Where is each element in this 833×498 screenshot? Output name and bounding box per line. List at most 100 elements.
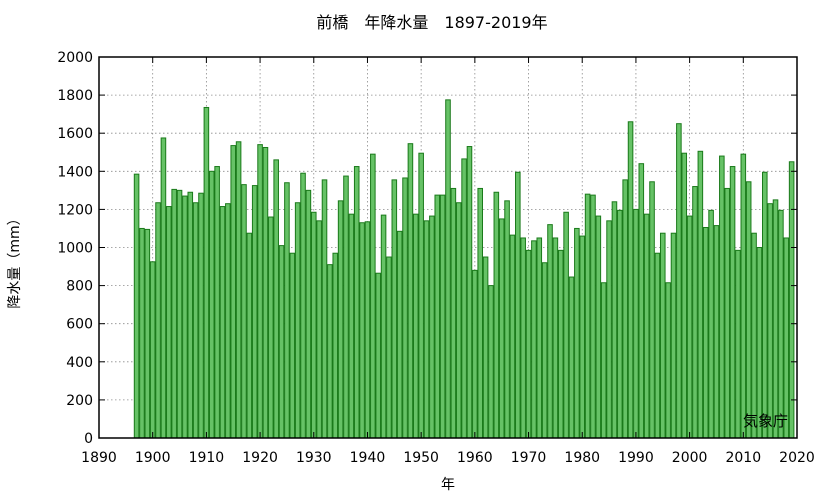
bar-1981 <box>584 193 591 439</box>
bar-1974 <box>547 224 553 439</box>
bar-2002 <box>697 150 704 439</box>
bar-1943 <box>380 214 387 439</box>
bar-1906 <box>182 195 188 439</box>
x-tick-label: 1890 <box>81 450 117 466</box>
bar-1929 <box>305 189 312 439</box>
bar-1899 <box>144 228 151 439</box>
x-tick-label: 2010 <box>725 450 761 466</box>
bar-2013 <box>756 247 763 439</box>
bar-1927 <box>294 202 301 439</box>
bar-1918 <box>246 232 253 439</box>
bar-1998 <box>676 123 682 439</box>
bar-1914 <box>225 203 231 439</box>
bar-1925 <box>284 182 290 439</box>
bar-1935 <box>337 200 344 439</box>
bar-1915 <box>230 145 237 439</box>
bar-1978 <box>568 276 575 439</box>
bar-1953 <box>434 194 441 439</box>
bar-1941 <box>370 153 376 439</box>
bar-1928 <box>300 172 306 439</box>
bar-1985 <box>606 220 612 439</box>
bar-1964 <box>493 191 500 439</box>
bar-2010 <box>740 153 747 439</box>
bar-1961 <box>477 187 483 439</box>
bar-2011 <box>745 181 752 439</box>
bar-2005 <box>713 225 720 439</box>
x-tick-label: 1940 <box>350 450 386 466</box>
bar-2014 <box>762 171 768 439</box>
bar-1967 <box>509 234 516 439</box>
bar-1897 <box>133 173 140 439</box>
bar-2012 <box>751 232 757 439</box>
y-tick-label: 1000 <box>57 241 93 257</box>
y-tick-label: 1600 <box>57 126 93 142</box>
bar-1999 <box>681 152 688 439</box>
bar-1997 <box>670 232 677 439</box>
bar-1902 <box>160 137 167 439</box>
y-tick-labels: 0 200 400 600 800 1000 1200 1400 1600 1800 2000 <box>57 50 93 447</box>
bar-1920 <box>257 144 263 439</box>
bar-1982 <box>590 194 596 439</box>
bar-1971 <box>531 240 537 439</box>
bar-1926 <box>289 252 296 439</box>
bar-1946 <box>396 230 403 439</box>
y-tick-label: 1800 <box>57 88 93 104</box>
bar-1980 <box>579 235 586 439</box>
bar-1963 <box>488 285 494 439</box>
bar-1950 <box>418 152 424 439</box>
bar-1944 <box>386 256 392 439</box>
bar-1916 <box>235 141 242 439</box>
bar-1954 <box>439 194 446 439</box>
x-tick-label: 1970 <box>511 450 547 466</box>
bar-1945 <box>391 179 398 439</box>
bar-1936 <box>343 175 349 439</box>
bar-1960 <box>472 269 478 439</box>
bar-1901 <box>155 202 161 439</box>
bar-1984 <box>600 282 607 439</box>
bar-1910 <box>203 106 210 439</box>
x-tick-label: 1960 <box>457 450 493 466</box>
x-tick-label: 1990 <box>618 450 654 466</box>
y-tick-label: 1200 <box>57 202 93 218</box>
x-tick-label: 1910 <box>189 450 225 466</box>
bar-1923 <box>273 159 279 439</box>
bar-2001 <box>692 186 698 439</box>
bar-1913 <box>219 206 226 439</box>
bar-1957 <box>455 202 462 439</box>
bar-1979 <box>574 227 580 439</box>
bar-1903 <box>166 206 172 439</box>
bar-2006 <box>719 155 725 439</box>
bar-1932 <box>321 179 328 439</box>
bar-2004 <box>708 209 714 439</box>
bar-1904 <box>171 188 177 439</box>
y-tick-label: 1400 <box>57 164 93 180</box>
bar-1917 <box>241 184 247 439</box>
bar-1898 <box>139 227 145 439</box>
bar-2009 <box>735 249 741 439</box>
bar-2017 <box>778 209 784 439</box>
bar-1968 <box>515 171 521 439</box>
bar-1900 <box>149 261 156 439</box>
bar-1955 <box>445 99 451 439</box>
bar-1970 <box>525 249 532 439</box>
y-axis-title: 降水量（mm） <box>7 211 23 308</box>
bar-1907 <box>187 191 194 439</box>
bar-1912 <box>214 166 220 439</box>
chart-title: 前橋 年降水量 1897-2019年 <box>316 13 547 32</box>
x-tick-label: 1920 <box>242 450 278 466</box>
bar-1988 <box>622 179 628 439</box>
bar-1949 <box>413 213 419 439</box>
x-tick-label: 1930 <box>296 450 332 466</box>
bar-1931 <box>316 220 322 439</box>
bar-1966 <box>504 200 510 439</box>
bar-1934 <box>332 252 339 439</box>
bar-2000 <box>686 215 693 439</box>
bar-1933 <box>327 264 333 439</box>
bar-1930 <box>310 211 317 439</box>
bar-1977 <box>563 211 569 439</box>
bar-1938 <box>353 166 360 439</box>
y-tick-label: 600 <box>66 317 93 333</box>
bar-1948 <box>407 143 414 439</box>
bar-1972 <box>536 237 543 439</box>
x-tick-label: 1900 <box>135 450 171 466</box>
